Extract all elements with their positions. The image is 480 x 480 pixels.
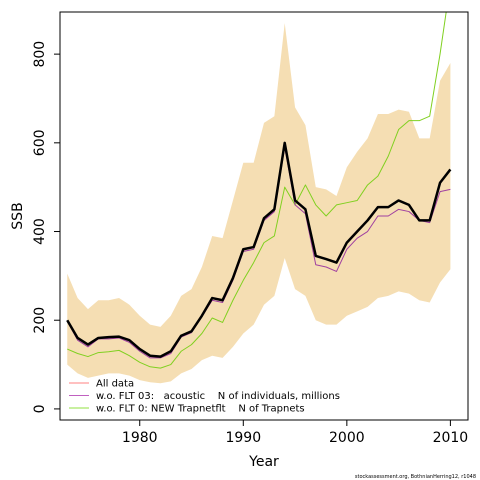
series-line-3	[67, 12, 447, 369]
x-axis: 1980 1990 2000 2010	[122, 420, 468, 446]
x-tick-label: 1990	[225, 430, 261, 446]
x-tick-label: 2010	[433, 430, 469, 446]
y-tick-label: 200	[32, 307, 48, 334]
x-tick-label: 1980	[122, 430, 158, 446]
y-axis-label: SSB	[10, 202, 26, 229]
legend-label-2: w.o. FLT 03: acoustic N of individuals, …	[96, 391, 340, 402]
y-axis: 0 200 400 600 800	[32, 41, 60, 413]
y-tick-label: 0	[32, 404, 48, 413]
x-axis-label: Year	[248, 454, 279, 470]
y-tick-label: 800	[32, 41, 48, 68]
legend-label-1: All data	[96, 379, 134, 390]
confidence-band	[67, 23, 451, 384]
footnote: stockassessment.org, BothnianHerring12, …	[355, 474, 476, 480]
legend-label-3: w.o. FLT 0: NEW Trapnetflt N of Trapnets	[96, 404, 305, 415]
y-tick-label: 400	[32, 218, 48, 245]
plot-frame	[59, 11, 469, 421]
x-tick-label: 2000	[329, 430, 365, 446]
y-tick-label: 600	[32, 129, 48, 156]
series-line-1	[66, 141, 452, 358]
